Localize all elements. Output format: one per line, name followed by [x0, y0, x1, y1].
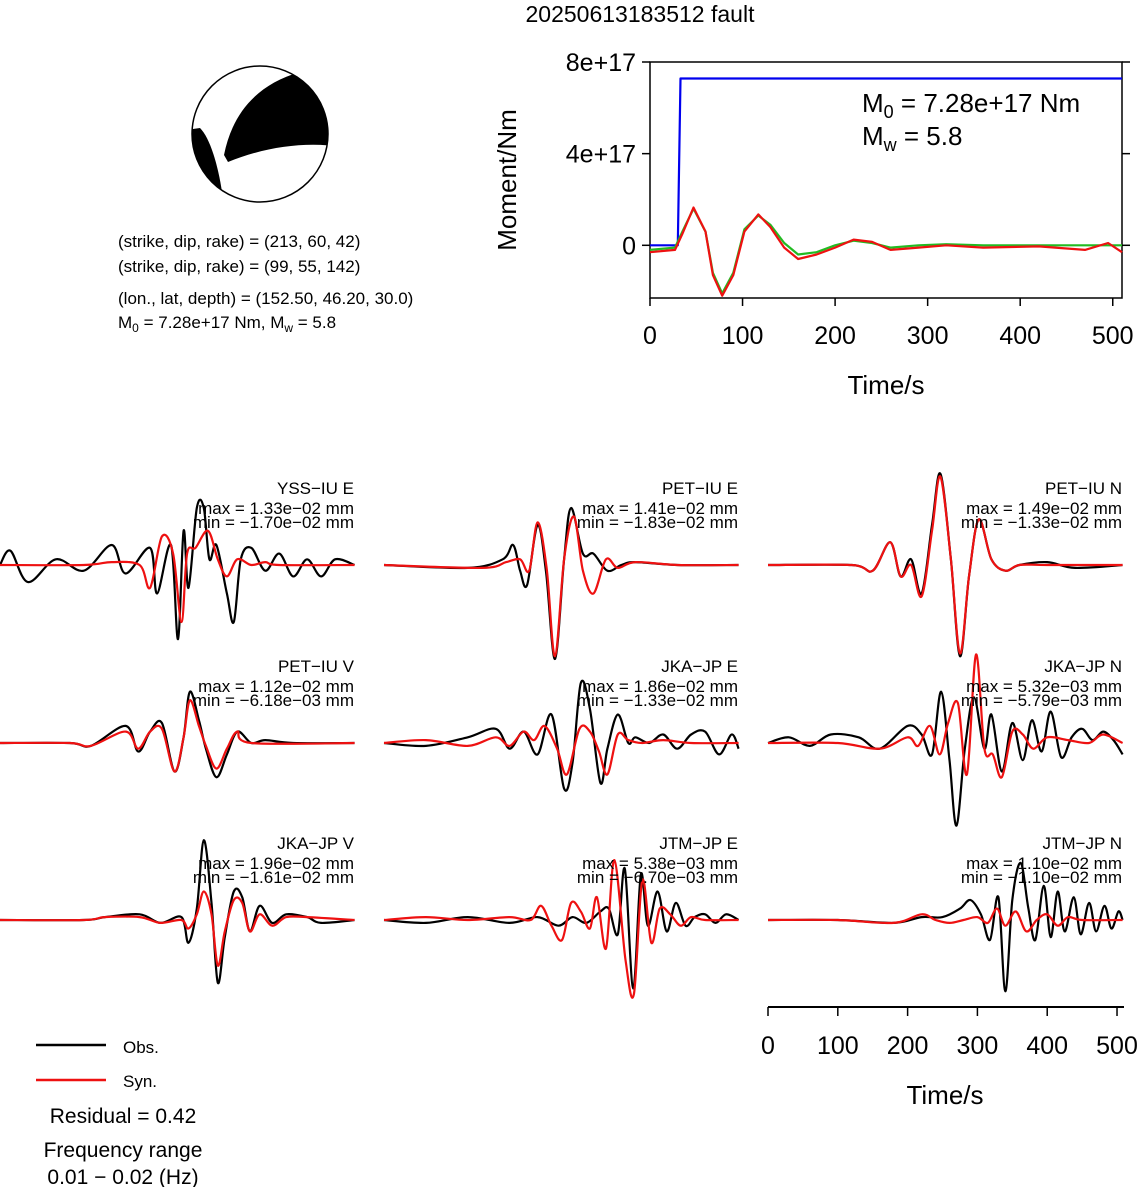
waveform-time-axis: 0 100 200 300 400 500 [761, 1006, 1138, 1060]
max-label: max = 1.12e−02 mm [198, 677, 354, 696]
station-label: JTM−JP N [1042, 834, 1122, 853]
legend-syn-label: Syn. [123, 1072, 157, 1091]
observed-trace [383, 679, 740, 792]
moment-chart: 8e+17 4e+17 0 0 100 200 300 400 500 M0 = 7.28e+1… [492, 49, 1134, 400]
moment-y-tick-label: 0 [622, 232, 636, 260]
synthetic-trace [383, 515, 739, 658]
legend: Obs. Syn. [36, 1038, 159, 1091]
waveform-x-tick-label: 200 [887, 1032, 929, 1060]
figure-title: 20250613183512 fault [526, 1, 756, 27]
station-label: JKA−JP V [277, 834, 354, 853]
mechanism-line-3: (lon., lat, depth) = (152.50, 46.20, 30.… [118, 289, 413, 308]
green-curve [649, 207, 1122, 295]
station-label: PET−IU N [1045, 479, 1122, 498]
min-label: min = −1.61e−02 mm [193, 868, 354, 887]
moment-series [649, 77, 1123, 297]
max-label: max = 1.33e−02 mm [198, 499, 354, 518]
waveform-x-tick-label: 100 [817, 1032, 859, 1060]
synthetic-trace [767, 907, 1123, 933]
synthetic-trace [383, 858, 739, 999]
max-label: max = 1.49e−02 mm [966, 499, 1122, 518]
station-label: PET−IU E [662, 479, 738, 498]
mechanism-line-2: (strike, dip, rake) = (99, 55, 142) [118, 257, 360, 276]
max-label: max = 1.41e−02 mm [582, 499, 738, 518]
min-label: min = −5.79e−03 mm [961, 691, 1122, 710]
moment-annotation-m0: M0 = 7.28e+17 Nm [862, 88, 1080, 122]
waveform-x-axis-label: Time/s [906, 1080, 983, 1110]
synthetic-trace [0, 890, 355, 967]
red-curve [649, 206, 1123, 297]
moment-x-tick-label: 400 [999, 322, 1041, 350]
synthetic-trace [767, 653, 1124, 779]
observed-trace [767, 690, 1124, 827]
moment-y-tick-label: 4e+17 [566, 141, 636, 169]
waveform-x-tick-label: 400 [1026, 1032, 1068, 1060]
mechanism-line-4: M0 = 7.28e+17 Nm, Mw = 5.8 [118, 313, 336, 335]
station-label: JKA−JP N [1044, 657, 1122, 676]
moment-annotation-mw: Mw = 5.8 [862, 121, 962, 155]
moment-x-tick-label: 300 [907, 322, 949, 350]
mechanism-line-1: (strike, dip, rake) = (213, 60, 42) [118, 232, 360, 251]
moment-axes: 8e+17 4e+17 0 0 100 200 300 400 500 [566, 49, 1134, 350]
beachball-outline [191, 65, 329, 203]
station-label: JTM−JP E [659, 834, 738, 853]
waveform-x-tick-label: 300 [957, 1032, 999, 1060]
station-label: PET−IU V [278, 657, 355, 676]
moment-y-tick-label: 8e+17 [566, 49, 636, 77]
moment-x-tick-label: 500 [1092, 322, 1134, 350]
moment-chart-frame [649, 61, 1123, 299]
moment-x-axis-label: Time/s [847, 370, 924, 400]
frequency-range-value: 0.01 − 0.02 (Hz) [47, 1166, 198, 1187]
legend-obs-label: Obs. [123, 1038, 159, 1057]
min-label: min = −6.70e−03 mm [577, 868, 738, 887]
synthetic-trace [0, 529, 355, 624]
residual-text: Residual = 0.42 [50, 1105, 197, 1128]
synthetic-trace [0, 699, 355, 773]
moment-curve [650, 77, 1122, 247]
moment-x-tick-label: 100 [722, 322, 764, 350]
frequency-range-label: Frequency range [44, 1139, 203, 1162]
min-label: min = −1.33e−02 mm [961, 513, 1122, 532]
max-label: max = 5.32e−03 mm [966, 677, 1122, 696]
moment-y-axis-label: Moment/Nm [492, 109, 522, 251]
min-label: min = −6.18e−03 mm [193, 691, 354, 710]
min-label: min = −1.10e−02 mm [961, 868, 1122, 887]
max-label: max = 1.86e−02 mm [582, 677, 738, 696]
waveform-x-tick-label: 0 [761, 1032, 775, 1060]
station-label: YSS−IU E [277, 479, 354, 498]
min-label: min = −1.70e−02 mm [193, 513, 354, 532]
moment-x-tick-label: 0 [643, 322, 657, 350]
synthetic-trace [767, 475, 1123, 655]
synthetic-trace [383, 724, 739, 776]
max-label: max = 5.38e−03 mm [582, 854, 738, 873]
waveform-x-tick-label: 500 [1096, 1032, 1138, 1060]
max-label: max = 1.10e−02 mm [966, 854, 1122, 873]
max-label: max = 1.96e−02 mm [198, 854, 354, 873]
moment-x-tick-label: 200 [814, 322, 856, 350]
observed-trace [0, 498, 355, 641]
observed-trace [0, 839, 355, 985]
beachball [191, 65, 329, 203]
min-label: min = −1.33e−02 mm [577, 691, 738, 710]
station-label: JKA−JP E [661, 657, 738, 676]
min-label: min = −1.83e−02 mm [577, 513, 738, 532]
